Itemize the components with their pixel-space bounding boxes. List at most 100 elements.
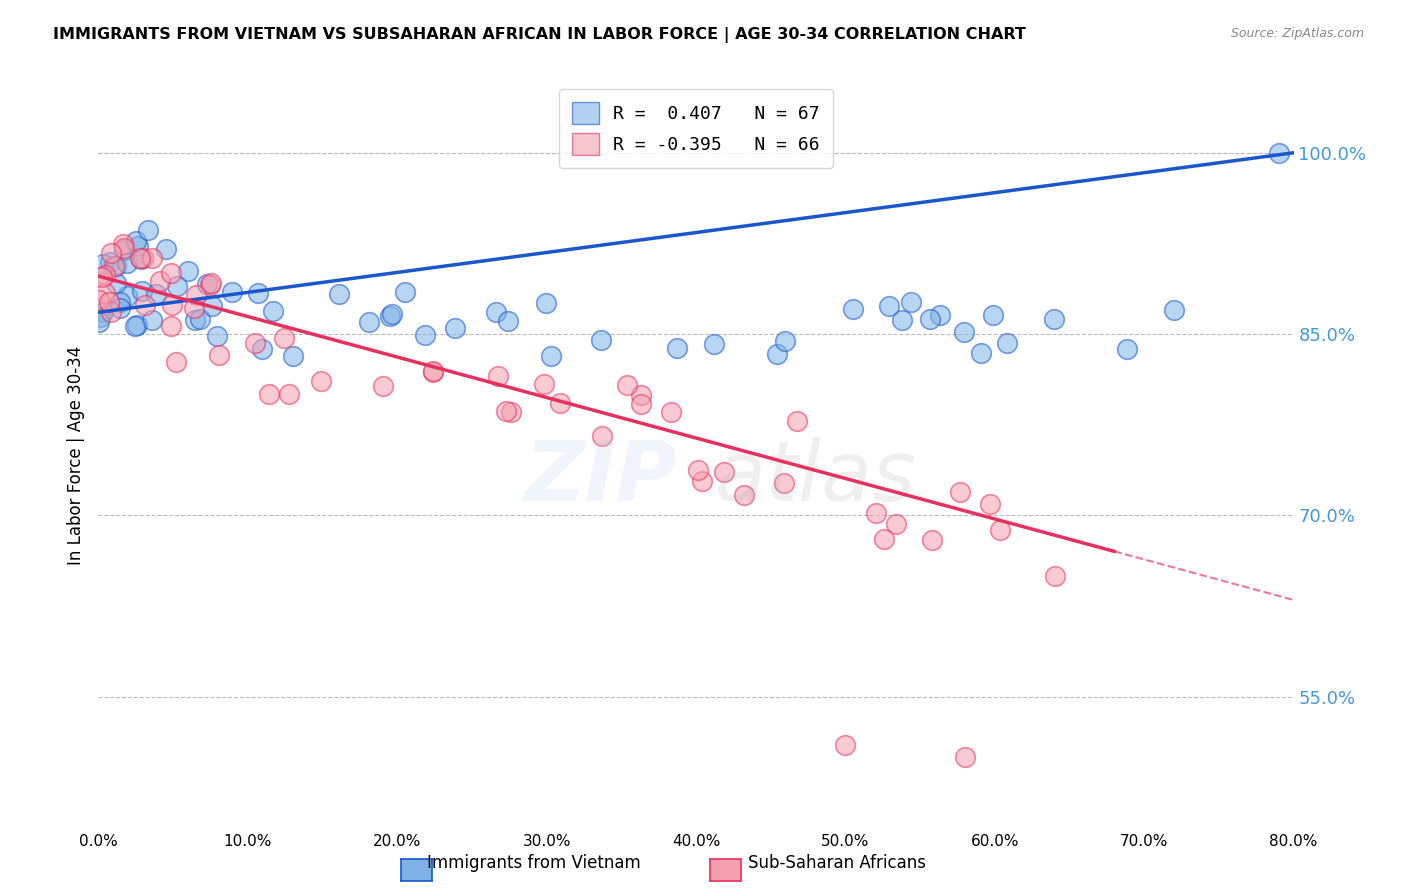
- Point: [100, 245, 122, 260]
- Point: [786, 414, 808, 428]
- Point: [979, 497, 1001, 511]
- Point: [94, 268, 117, 282]
- Point: [128, 251, 150, 265]
- Point: [165, 355, 187, 369]
- Point: [110, 294, 132, 309]
- Point: [200, 299, 222, 313]
- Point: [486, 368, 509, 383]
- Point: [221, 285, 243, 300]
- Legend: R =  0.407   N = 67, R = -0.395   N = 66: R = 0.407 N = 67, R = -0.395 N = 66: [560, 89, 832, 168]
- Point: [141, 313, 163, 327]
- Point: [533, 377, 555, 392]
- Point: [444, 321, 467, 335]
- Point: [953, 325, 976, 339]
- Point: [1163, 302, 1185, 317]
- Point: [112, 244, 135, 258]
- Point: [970, 346, 993, 360]
- Point: [540, 349, 562, 363]
- Point: [499, 405, 522, 419]
- Point: [378, 310, 401, 324]
- Point: [981, 308, 1004, 322]
- Text: Immigrants from Vietnam: Immigrants from Vietnam: [427, 855, 641, 872]
- Point: [195, 277, 218, 292]
- Point: [89, 310, 111, 324]
- Point: [953, 750, 976, 764]
- Point: [995, 335, 1018, 350]
- Point: [124, 319, 146, 334]
- Point: [141, 251, 163, 265]
- Point: [200, 277, 222, 291]
- Point: [422, 363, 444, 377]
- Point: [920, 312, 942, 326]
- Point: [548, 396, 571, 410]
- Point: [703, 337, 725, 351]
- Point: [190, 311, 212, 326]
- Text: ZIP: ZIP: [524, 437, 676, 518]
- Point: [136, 223, 159, 237]
- Point: [105, 259, 128, 273]
- Point: [928, 308, 950, 322]
- Point: [273, 331, 295, 345]
- Point: [1267, 145, 1289, 160]
- Point: [100, 305, 122, 319]
- Point: [773, 475, 796, 490]
- Point: [891, 313, 914, 327]
- Point: [834, 738, 856, 752]
- Point: [112, 241, 135, 255]
- Point: [208, 348, 231, 362]
- Point: [921, 533, 943, 548]
- Point: [87, 293, 110, 308]
- Point: [1043, 312, 1066, 326]
- Point: [252, 342, 274, 356]
- Point: [131, 252, 153, 266]
- Point: [884, 516, 907, 531]
- Point: [91, 257, 114, 271]
- Point: [278, 386, 301, 401]
- Point: [630, 388, 652, 402]
- Point: [134, 298, 156, 312]
- Point: [688, 463, 710, 477]
- Point: [877, 299, 900, 313]
- Point: [111, 236, 134, 251]
- Point: [91, 270, 114, 285]
- Point: [108, 301, 131, 315]
- Point: [117, 256, 139, 270]
- Point: [115, 289, 138, 303]
- Point: [131, 284, 153, 298]
- Point: [842, 302, 865, 317]
- Point: [357, 315, 380, 329]
- Point: [485, 305, 508, 319]
- Point: [125, 234, 148, 248]
- Point: [949, 485, 972, 500]
- Text: Source: ZipAtlas.com: Source: ZipAtlas.com: [1230, 27, 1364, 40]
- Point: [94, 286, 117, 301]
- Point: [207, 329, 229, 343]
- Text: Sub-Saharan Africans: Sub-Saharan Africans: [748, 855, 925, 872]
- Point: [283, 349, 305, 363]
- Y-axis label: In Labor Force | Age 30-34: In Labor Force | Age 30-34: [66, 345, 84, 565]
- Point: [589, 333, 612, 347]
- Point: [733, 488, 755, 502]
- Point: [1115, 343, 1137, 357]
- Point: [690, 474, 713, 488]
- Point: [183, 301, 205, 316]
- Point: [127, 239, 149, 253]
- Point: [373, 379, 395, 393]
- Point: [328, 286, 350, 301]
- Point: [149, 273, 172, 287]
- Point: [900, 295, 922, 310]
- Point: [91, 305, 114, 319]
- Point: [495, 403, 517, 417]
- Point: [97, 294, 120, 309]
- Point: [159, 319, 181, 334]
- Point: [1045, 569, 1067, 583]
- Point: [988, 523, 1011, 537]
- Point: [309, 374, 332, 388]
- Point: [87, 315, 110, 329]
- Point: [873, 532, 896, 546]
- Point: [259, 387, 281, 401]
- Point: [184, 313, 207, 327]
- Point: [661, 405, 683, 419]
- Point: [713, 465, 735, 479]
- Point: [200, 277, 222, 292]
